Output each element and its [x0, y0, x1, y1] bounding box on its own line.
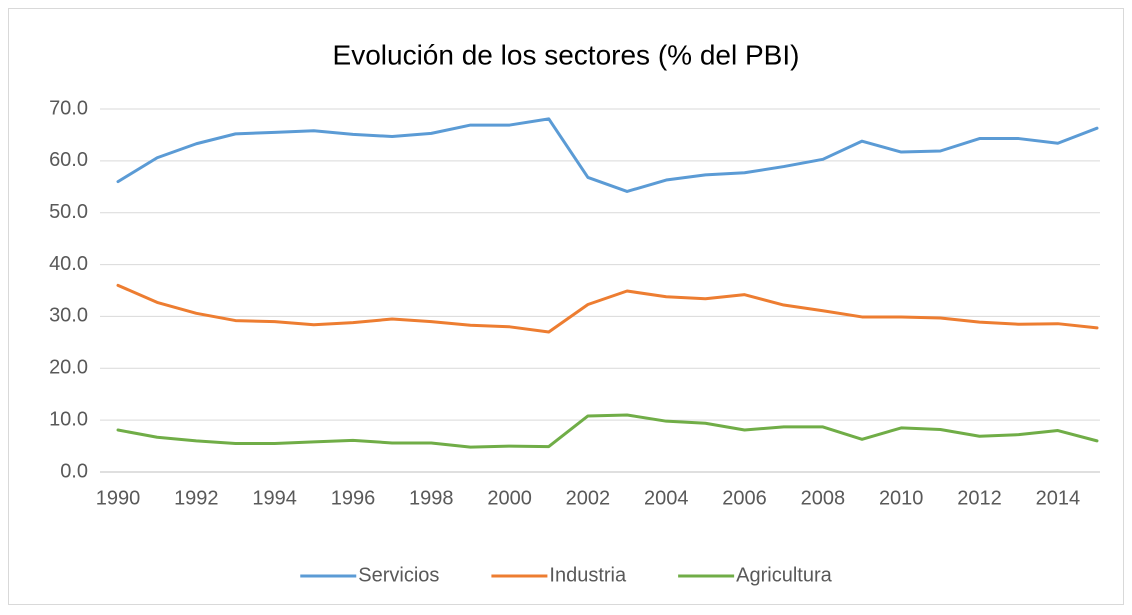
y-tick-label: 20.0 [49, 357, 88, 379]
x-tick-label: 2012 [957, 487, 1002, 509]
y-tick-label: 40.0 [49, 253, 88, 275]
y-tick-label: 50.0 [49, 201, 88, 223]
x-tick-label: 2008 [801, 487, 846, 509]
x-tick-label: 2014 [1036, 487, 1081, 509]
x-tick-label: 1990 [96, 487, 141, 509]
chart-border [8, 8, 1124, 605]
legend-label: Servicios [358, 564, 439, 586]
y-tick-label: 0.0 [60, 460, 88, 482]
x-tick-label: 2006 [722, 487, 767, 509]
x-tick-label: 2000 [487, 487, 532, 509]
x-tick-label: 1996 [331, 487, 376, 509]
series-line [116, 117, 1099, 193]
legend-label: Agricultura [736, 564, 832, 586]
series-line [116, 413, 1099, 449]
x-tick-label: 1998 [409, 487, 454, 509]
series-line [116, 283, 1099, 334]
legend-label: Industria [549, 564, 627, 586]
x-tick-label: 2004 [644, 487, 689, 509]
x-tick-label: 2010 [879, 487, 924, 509]
y-tick-label: 70.0 [49, 97, 88, 119]
y-tick-label: 10.0 [49, 408, 88, 430]
x-tick-label: 1992 [174, 487, 219, 509]
y-tick-label: 60.0 [49, 149, 88, 171]
y-tick-label: 30.0 [49, 305, 88, 327]
chart-title: Evolución de los sectores (% del PBI) [333, 39, 800, 70]
x-tick-label: 2002 [566, 487, 611, 509]
x-tick-label: 1994 [252, 487, 297, 509]
